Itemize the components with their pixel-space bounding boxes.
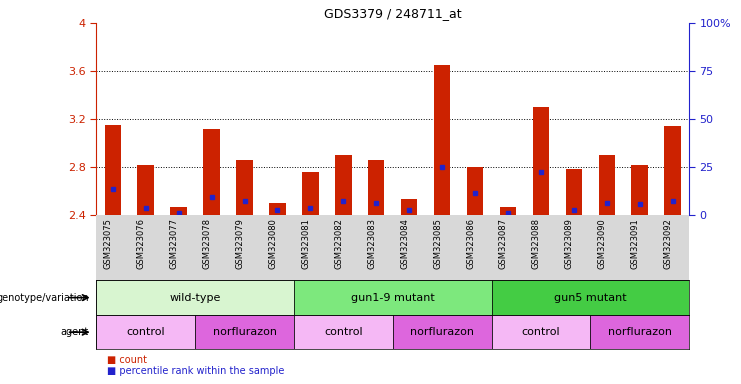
- Bar: [96, 315, 195, 349]
- Text: gun5 mutant: gun5 mutant: [554, 293, 627, 303]
- Text: genotype/variation: genotype/variation: [0, 293, 89, 303]
- Text: GSM323079: GSM323079: [236, 218, 245, 269]
- Bar: [434, 65, 451, 215]
- Bar: [591, 315, 689, 349]
- Bar: [565, 169, 582, 215]
- Bar: [302, 172, 319, 215]
- Bar: [294, 280, 491, 315]
- Text: GSM323080: GSM323080: [268, 218, 277, 269]
- Text: GSM323075: GSM323075: [104, 218, 113, 269]
- Bar: [294, 315, 393, 349]
- Text: GSM323082: GSM323082: [334, 218, 343, 269]
- Bar: [499, 207, 516, 215]
- Bar: [631, 165, 648, 215]
- Text: GSM323087: GSM323087: [499, 218, 508, 269]
- Text: norflurazon: norflurazon: [213, 327, 276, 337]
- Text: GSM323083: GSM323083: [368, 218, 376, 269]
- Title: GDS3379 / 248711_at: GDS3379 / 248711_at: [324, 7, 462, 20]
- Text: GSM323092: GSM323092: [664, 218, 673, 269]
- Bar: [467, 167, 483, 215]
- Text: GSM323078: GSM323078: [202, 218, 212, 269]
- Bar: [665, 126, 681, 215]
- Text: GSM323089: GSM323089: [565, 218, 574, 269]
- Text: GSM323085: GSM323085: [433, 218, 442, 269]
- Text: GSM323084: GSM323084: [400, 218, 409, 269]
- Text: GSM323077: GSM323077: [170, 218, 179, 269]
- Bar: [138, 165, 154, 215]
- Text: GSM323081: GSM323081: [302, 218, 310, 269]
- Bar: [335, 155, 351, 215]
- Bar: [599, 155, 615, 215]
- Text: ■ percentile rank within the sample: ■ percentile rank within the sample: [107, 366, 285, 376]
- Text: GSM323090: GSM323090: [598, 218, 607, 269]
- Bar: [368, 160, 385, 215]
- Bar: [170, 207, 187, 215]
- Bar: [96, 280, 294, 315]
- Bar: [203, 129, 220, 215]
- Text: norflurazon: norflurazon: [410, 327, 474, 337]
- Bar: [491, 315, 591, 349]
- Text: wild-type: wild-type: [170, 293, 221, 303]
- Text: ■ count: ■ count: [107, 355, 147, 365]
- Text: GSM323091: GSM323091: [631, 218, 639, 269]
- Bar: [104, 125, 121, 215]
- Text: GSM323088: GSM323088: [532, 218, 541, 269]
- Bar: [236, 160, 253, 215]
- Text: gun1-9 mutant: gun1-9 mutant: [350, 293, 435, 303]
- Bar: [393, 315, 491, 349]
- Bar: [533, 107, 549, 215]
- Text: norflurazon: norflurazon: [608, 327, 672, 337]
- Bar: [269, 203, 286, 215]
- Text: GSM323076: GSM323076: [137, 218, 146, 269]
- Text: GSM323086: GSM323086: [466, 218, 475, 269]
- Text: control: control: [522, 327, 560, 337]
- Text: control: control: [324, 327, 362, 337]
- Bar: [491, 280, 689, 315]
- Bar: [401, 199, 417, 215]
- Text: agent: agent: [61, 327, 89, 337]
- Bar: [195, 315, 294, 349]
- Text: control: control: [127, 327, 165, 337]
